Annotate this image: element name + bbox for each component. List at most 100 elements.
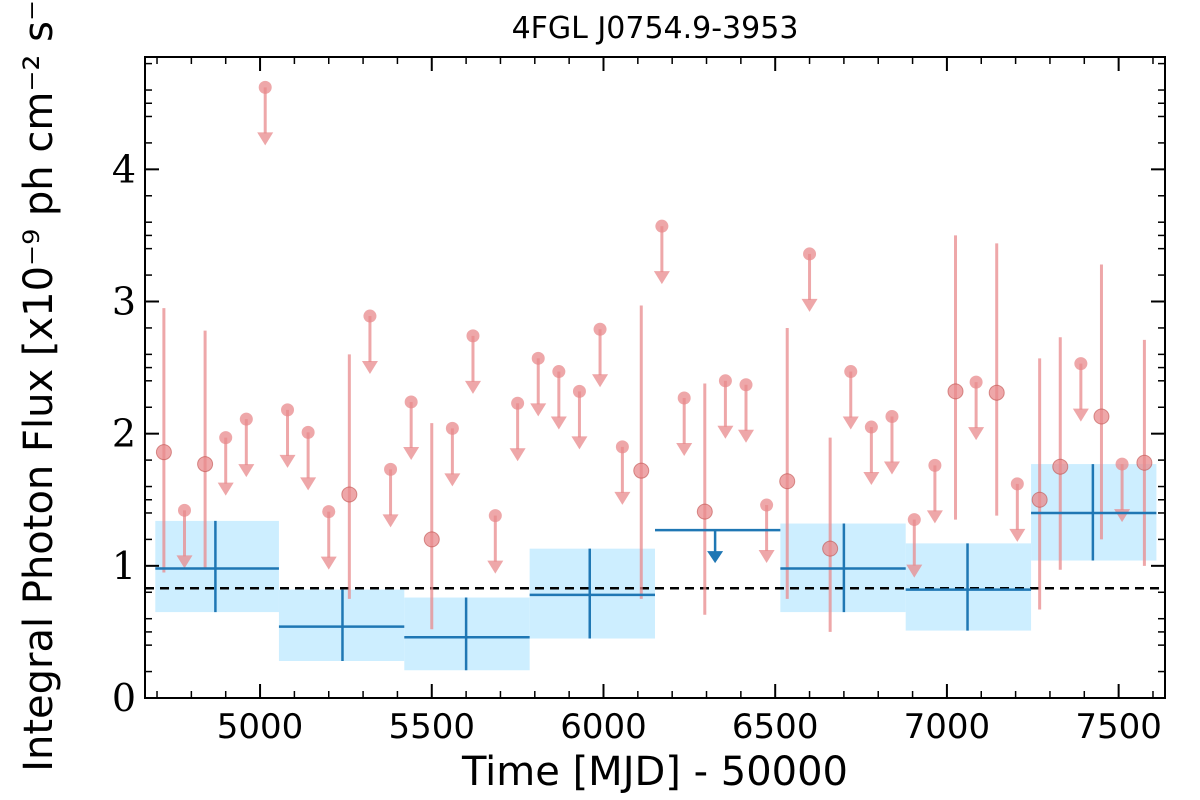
y-tick-label: 0 — [112, 676, 136, 720]
y-tick-label: 2 — [112, 412, 136, 456]
short-bin-upper-limit-point — [677, 391, 691, 405]
short-bin-upper-limit-arrow — [968, 427, 985, 441]
short-bin-upper-limit-arrow — [361, 361, 378, 375]
short-bin-upper-limit-arrow — [530, 403, 547, 417]
short-bin-upper-limit-point — [760, 498, 774, 512]
short-bin-upper-limit-point — [572, 384, 586, 398]
short-bin-point — [1052, 458, 1069, 475]
short-bin-upper-limit-point — [655, 219, 669, 233]
plot-frame — [144, 56, 1166, 699]
short-bin-upper-limit-arrow — [238, 464, 255, 478]
short-bin-point — [341, 486, 358, 503]
short-bin-upper-limit-point — [322, 505, 336, 519]
short-bin-point — [1136, 454, 1153, 471]
x-tick-label: 5000 — [217, 707, 304, 747]
short-bin-upper-limit-arrow — [320, 556, 337, 570]
short-bin-upper-limit-point — [885, 409, 899, 423]
short-bin-upper-limit-point — [239, 412, 253, 426]
short-bin-upper-limit-arrow — [300, 477, 317, 491]
short-bin-upper-limit-point — [1010, 477, 1024, 491]
y-tick-label: 1 — [112, 544, 136, 588]
short-bin-upper-limit-arrow — [279, 454, 296, 468]
short-bin-upper-limit-arrow — [906, 564, 923, 578]
short-bin-upper-limit-arrow — [217, 482, 234, 496]
short-bin-upper-limit-arrow — [1072, 408, 1089, 422]
short-bin-point — [988, 384, 1005, 401]
long-bin-upper-limit-arrow — [707, 551, 724, 564]
x-tick-label: 6500 — [732, 707, 819, 747]
short-bin-upper-limit-arrow — [926, 510, 943, 524]
short-bin-upper-limit-point — [718, 374, 732, 388]
short-bin-upper-limit-point — [803, 247, 817, 261]
chart-title: 4FGL J0754.9-3953 — [512, 11, 799, 46]
short-bin-point — [197, 456, 214, 473]
short-bin-upper-limit-point — [844, 365, 858, 379]
short-bin-point — [696, 503, 713, 520]
short-bin-upper-limit-arrow — [592, 374, 609, 388]
long-bin-band — [529, 548, 655, 639]
short-bin-upper-limit-point — [969, 375, 983, 389]
x-tick-label: 6000 — [560, 707, 647, 747]
x-axis-title: Time [MJD] - 50000 — [461, 749, 848, 795]
short-bin-upper-limit-point — [177, 503, 191, 517]
short-bin-upper-limit-point — [384, 462, 398, 476]
short-bin-upper-limit-arrow — [676, 442, 693, 456]
short-bin-upper-limit-point — [258, 80, 272, 94]
short-bin-point — [423, 531, 440, 548]
short-bin-upper-limit-arrow — [801, 298, 818, 312]
y-tick-label: 4 — [112, 147, 136, 191]
short-bin-upper-limit-arrow — [509, 448, 526, 462]
short-bin-upper-limit-arrow — [717, 425, 734, 439]
short-bin-upper-limit-arrow — [487, 560, 504, 574]
long-bin-band — [155, 520, 279, 613]
short-bin-upper-limit-point — [488, 509, 502, 523]
short-bin-upper-limit-point — [615, 440, 629, 454]
short-bin-upper-limit-point — [1074, 357, 1088, 371]
short-bin-upper-limit-arrow — [758, 550, 775, 564]
axes: 5000 5500 6000 6500 7000 7500 0 1 2 3 4 — [112, 56, 1166, 747]
short-bin-upper-limit-arrow — [444, 473, 461, 487]
short-bin-upper-limit-point — [466, 329, 480, 343]
short-bin-upper-limit-arrow — [550, 416, 567, 430]
short-bin-upper-limit-arrow — [403, 446, 420, 460]
y-axis-title: Integral Photon Flux [x10⁻⁹ ph cm⁻² s⁻¹] — [16, 0, 62, 772]
short-bin-upper-limit-arrow — [614, 491, 631, 505]
short-bin-upper-limit-point — [363, 309, 377, 323]
short-bin-point — [1093, 408, 1110, 425]
short-bin-upper-limit-arrow — [382, 514, 399, 528]
x-tick-label: 7000 — [904, 707, 991, 747]
short-bin-upper-limit-arrow — [842, 416, 859, 430]
short-bin-upper-limit-arrow — [883, 461, 900, 475]
x-tick-label: 7500 — [1075, 707, 1162, 747]
plot-area — [145, 80, 1165, 671]
short-bin-upper-limit-point — [907, 513, 921, 527]
short-bin-upper-limit-arrow — [653, 271, 670, 285]
short-bin-upper-limit-arrow — [571, 436, 588, 450]
short-bin-upper-limit-point — [928, 458, 942, 472]
short-bin-upper-limit-arrow — [863, 472, 880, 486]
short-bin-upper-limit-point — [552, 365, 566, 379]
short-bin-point — [779, 473, 796, 490]
short-bin-upper-limit-point — [739, 378, 753, 392]
short-bin-upper-limit-arrow — [1009, 528, 1026, 542]
x-tick-label: 5500 — [389, 707, 476, 747]
short-bin-upper-limit-point — [531, 351, 545, 365]
short-bin-point — [1031, 491, 1048, 508]
short-bin-point — [633, 462, 650, 479]
short-bin-point — [822, 540, 839, 557]
short-bin-upper-limit-point — [301, 425, 315, 439]
short-bin-upper-limit-point — [219, 431, 233, 445]
short-bin-upper-limit-arrow — [464, 380, 481, 394]
short-bin-upper-limit-arrow — [176, 555, 193, 569]
short-bin-upper-limit-point — [1115, 457, 1129, 471]
short-bin-upper-limit-point — [593, 322, 607, 336]
short-bin-upper-limit-arrow — [738, 429, 755, 443]
short-bin-point — [947, 383, 964, 400]
short-bin-upper-limit-point — [281, 403, 295, 417]
y-tick-label: 3 — [112, 280, 136, 324]
short-bin-upper-limit-point — [445, 421, 459, 435]
short-bin-upper-limit-arrow — [257, 132, 274, 146]
short-bin-upper-limit-point — [864, 420, 878, 434]
short-bin-upper-limit-point — [404, 395, 418, 409]
